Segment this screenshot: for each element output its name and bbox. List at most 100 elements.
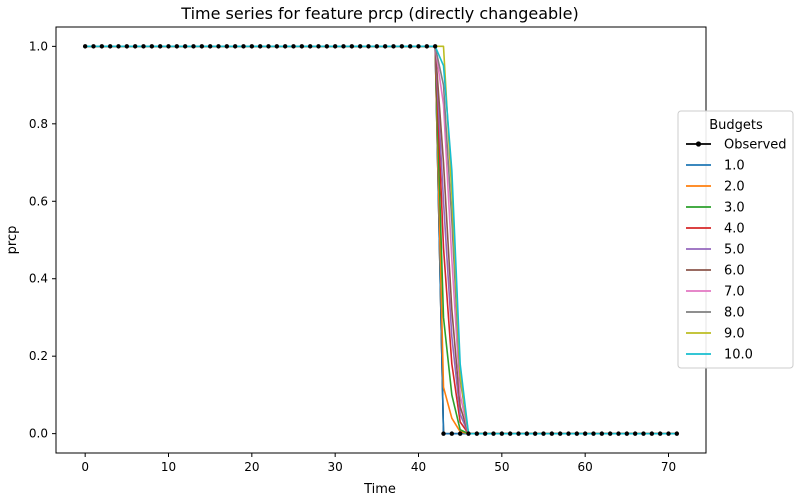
observed-point <box>657 431 663 436</box>
series-line-3.0 <box>85 45 677 435</box>
observed-point <box>224 44 230 49</box>
y-axis: 0.0 0.2 0.4 0.6 0.8 1.0 <box>29 39 56 441</box>
observed-point <box>474 431 480 436</box>
observed-point <box>199 44 205 49</box>
observed-point <box>641 431 646 436</box>
observed-point <box>566 431 571 436</box>
observed-point <box>316 44 321 49</box>
observed-point <box>116 44 121 49</box>
observed-point <box>491 431 496 436</box>
observed-point <box>424 44 430 49</box>
observed-point <box>166 44 171 49</box>
observed-point <box>574 431 580 436</box>
observed-point <box>191 44 196 49</box>
series-line-Observed <box>85 45 677 435</box>
observed-point <box>157 44 163 49</box>
observed-point <box>232 44 238 49</box>
observed-point <box>549 431 555 436</box>
observed-point <box>241 44 246 49</box>
observed-point <box>624 431 630 436</box>
observed-point <box>324 44 330 49</box>
legend-label: 5.0 <box>724 243 745 258</box>
observed-point <box>349 44 355 49</box>
observed-point <box>482 431 488 436</box>
observed-point <box>207 44 213 49</box>
observed-point <box>266 44 271 49</box>
legend-label: 7.0 <box>724 285 745 300</box>
observed-point <box>507 431 513 436</box>
observed-point <box>257 44 263 49</box>
series-line-6.0 <box>85 45 677 435</box>
legend-title: Budgets <box>709 118 763 133</box>
y-tick-label: 0.8 <box>29 117 48 131</box>
observed-point <box>649 431 655 436</box>
observed-point <box>274 44 280 49</box>
observed-point <box>457 431 463 436</box>
x-tick-label: 60 <box>578 460 593 474</box>
y-tick-label: 0.6 <box>29 194 48 208</box>
observed-point <box>382 44 388 49</box>
observed-point <box>149 44 155 49</box>
observed-point <box>432 44 438 49</box>
y-tick-label: 1.0 <box>29 39 48 53</box>
legend-label: 1.0 <box>724 159 745 174</box>
observed-point <box>599 431 605 436</box>
x-tick-label: 0 <box>81 460 89 474</box>
observed-point <box>407 44 413 49</box>
observed-point <box>582 431 588 436</box>
observed-point <box>607 431 613 436</box>
series-line-2.0 <box>85 45 677 435</box>
series-line-10.0 <box>85 45 677 435</box>
series-line-1.0 <box>85 45 677 435</box>
observed-point <box>632 431 638 436</box>
observed-point <box>141 44 146 49</box>
x-tick-label: 70 <box>661 460 676 474</box>
y-tick-label: 0.2 <box>29 349 48 363</box>
plot-frame <box>55 26 707 454</box>
observed-point <box>449 431 455 436</box>
series-line-4.0 <box>85 45 677 435</box>
y-tick-label: 0.0 <box>29 427 48 441</box>
y-tick-label: 0.4 <box>29 272 48 286</box>
legend-label: 8.0 <box>724 306 745 321</box>
observed-point <box>124 44 130 49</box>
observed-point <box>299 44 305 49</box>
observed-point <box>216 44 221 49</box>
observed-point <box>416 44 421 49</box>
legend-box <box>677 110 794 369</box>
observed-point <box>516 431 521 436</box>
observed-point <box>357 44 363 49</box>
observed-point <box>99 44 105 49</box>
legend-label: 2.0 <box>724 180 745 195</box>
legend-label: 6.0 <box>724 264 745 279</box>
observed-point <box>391 44 396 49</box>
observed-point <box>82 44 88 49</box>
observed-point <box>332 44 338 49</box>
observed-point <box>441 431 446 436</box>
legend-label: 9.0 <box>724 327 745 342</box>
legend: Budgets Observed 1.0 2.0 3.0 4.0 5.0 6.0 7.0 8.0 9… <box>677 110 794 369</box>
observed-point <box>532 431 538 436</box>
observed-point <box>91 44 96 49</box>
x-tick-label: 50 <box>494 460 509 474</box>
observed-point <box>616 431 621 436</box>
series-line-8.0 <box>85 45 677 435</box>
observed-point <box>366 44 371 49</box>
observed-point <box>524 431 530 436</box>
observed-point <box>499 431 505 436</box>
x-tick-label: 40 <box>411 460 426 474</box>
observed-point <box>399 44 405 49</box>
observed-point <box>674 431 680 436</box>
x-tick-label: 20 <box>244 460 259 474</box>
observed-point <box>341 44 346 49</box>
series-line-5.0 <box>85 45 677 435</box>
x-tick-label: 10 <box>161 460 176 474</box>
x-axis-label: Time <box>363 482 396 497</box>
observed-point <box>291 44 296 49</box>
observed-point <box>557 431 563 436</box>
observed-point <box>466 431 471 436</box>
x-axis: 0 10 20 30 40 50 60 70 <box>81 453 676 474</box>
legend-label: 10.0 <box>724 348 753 363</box>
plot-area <box>55 26 707 454</box>
